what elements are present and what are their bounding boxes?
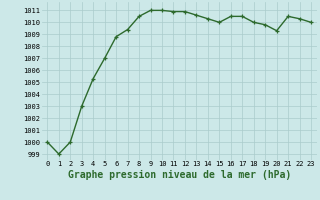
X-axis label: Graphe pression niveau de la mer (hPa): Graphe pression niveau de la mer (hPa) [68, 170, 291, 180]
